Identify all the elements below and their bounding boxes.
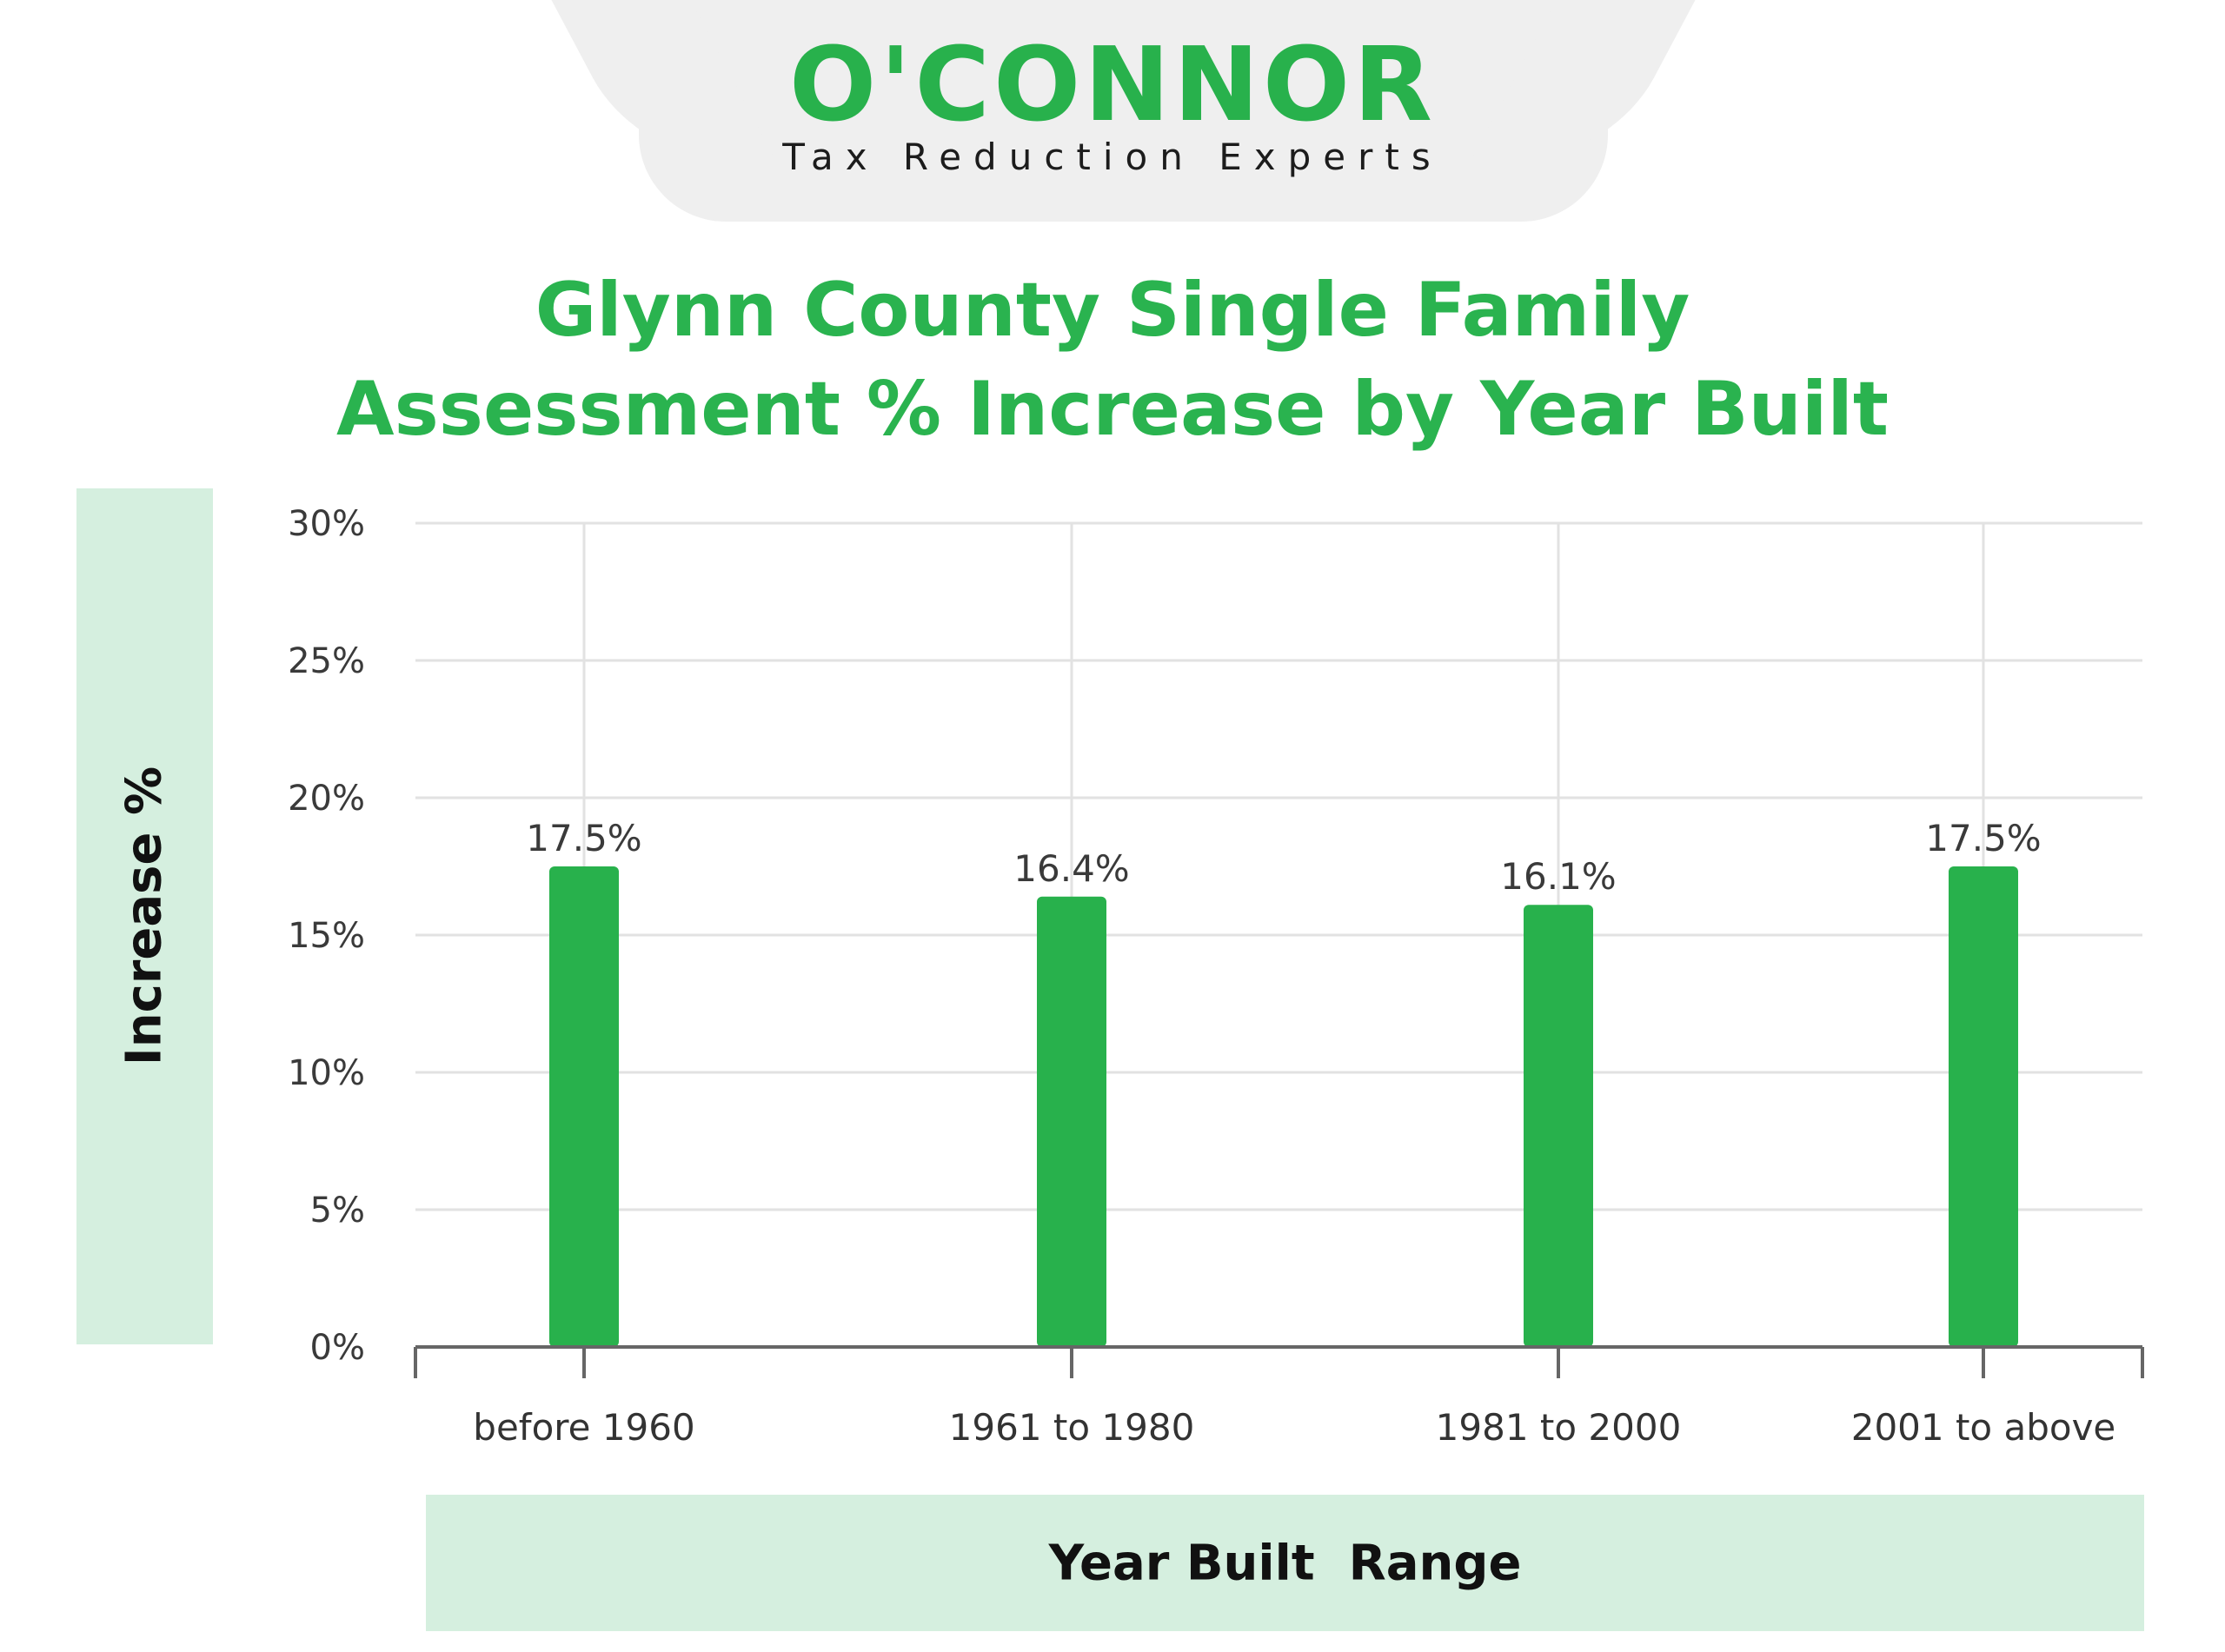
x-tick-label: 1961 to 1980 [949, 1406, 1195, 1449]
chart-title-line-2: Assessment % Increase by Year Built [336, 366, 1889, 453]
y-axis-label-band [76, 488, 213, 1344]
y-tick-label: 15% [288, 916, 365, 956]
y-tick-label: 10% [288, 1053, 365, 1093]
bar-value-label: 16.1% [1500, 855, 1616, 898]
y-tick-label: 5% [310, 1191, 365, 1231]
logo-tagline: Tax Reduction Experts [782, 136, 1443, 178]
x-axis-label: Year Built Range [1048, 1535, 1522, 1591]
bar [1524, 905, 1593, 1347]
y-tick-label: 30% [288, 504, 365, 544]
y-tick-label: 0% [310, 1328, 365, 1368]
bar-value-label: 17.5% [1925, 817, 2041, 859]
y-tick-label: 25% [288, 641, 365, 681]
bar [549, 866, 619, 1347]
x-tick-label: before 1960 [473, 1406, 694, 1449]
bar [1037, 896, 1106, 1347]
bar-value-label: 16.4% [1013, 847, 1129, 890]
x-tick-label: 1981 to 2000 [1436, 1406, 1682, 1449]
bar [1949, 866, 2018, 1347]
logo-background [639, 0, 1608, 222]
y-tick-label: 20% [288, 779, 365, 819]
bar-value-label: 17.5% [526, 817, 641, 859]
chart-title: Glynn County Single Family Assessment % … [0, 261, 2225, 459]
logo-wordmark: O'CONNOR [788, 24, 1437, 144]
x-tick-label: 2001 to above [1851, 1406, 2116, 1449]
chart-title-line-1: Glynn County Single Family [535, 267, 1690, 354]
x-axis-label-band: Year Built Range [426, 1495, 2144, 1631]
